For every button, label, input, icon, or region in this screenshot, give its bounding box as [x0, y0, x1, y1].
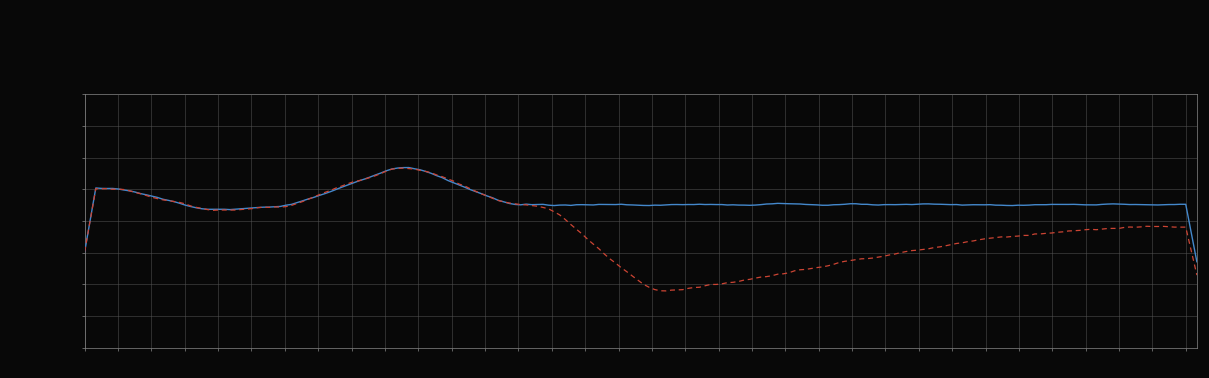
2022 forecast: [1106, 226, 1121, 231]
2022 forecast: [659, 289, 673, 293]
2022 forecast: [144, 195, 158, 200]
Line: Expected lowest water level: Expected lowest water level: [85, 167, 1197, 262]
2022 forecast: [1190, 273, 1204, 277]
Line: 2022 forecast: 2022 forecast: [85, 168, 1197, 291]
Expected lowest water level: [1190, 260, 1204, 264]
2022 forecast: [397, 166, 411, 170]
Expected lowest water level: [284, 202, 299, 207]
Expected lowest water level: [374, 171, 388, 175]
Expected lowest water level: [1139, 203, 1153, 207]
Expected lowest water level: [122, 189, 137, 193]
2022 forecast: [284, 203, 299, 208]
2022 forecast: [374, 171, 388, 176]
2022 forecast: [77, 249, 92, 254]
Expected lowest water level: [1100, 202, 1115, 206]
Expected lowest water level: [401, 165, 416, 170]
2022 forecast: [1145, 224, 1159, 229]
Expected lowest water level: [77, 249, 92, 254]
2022 forecast: [122, 188, 137, 193]
Expected lowest water level: [144, 194, 158, 198]
